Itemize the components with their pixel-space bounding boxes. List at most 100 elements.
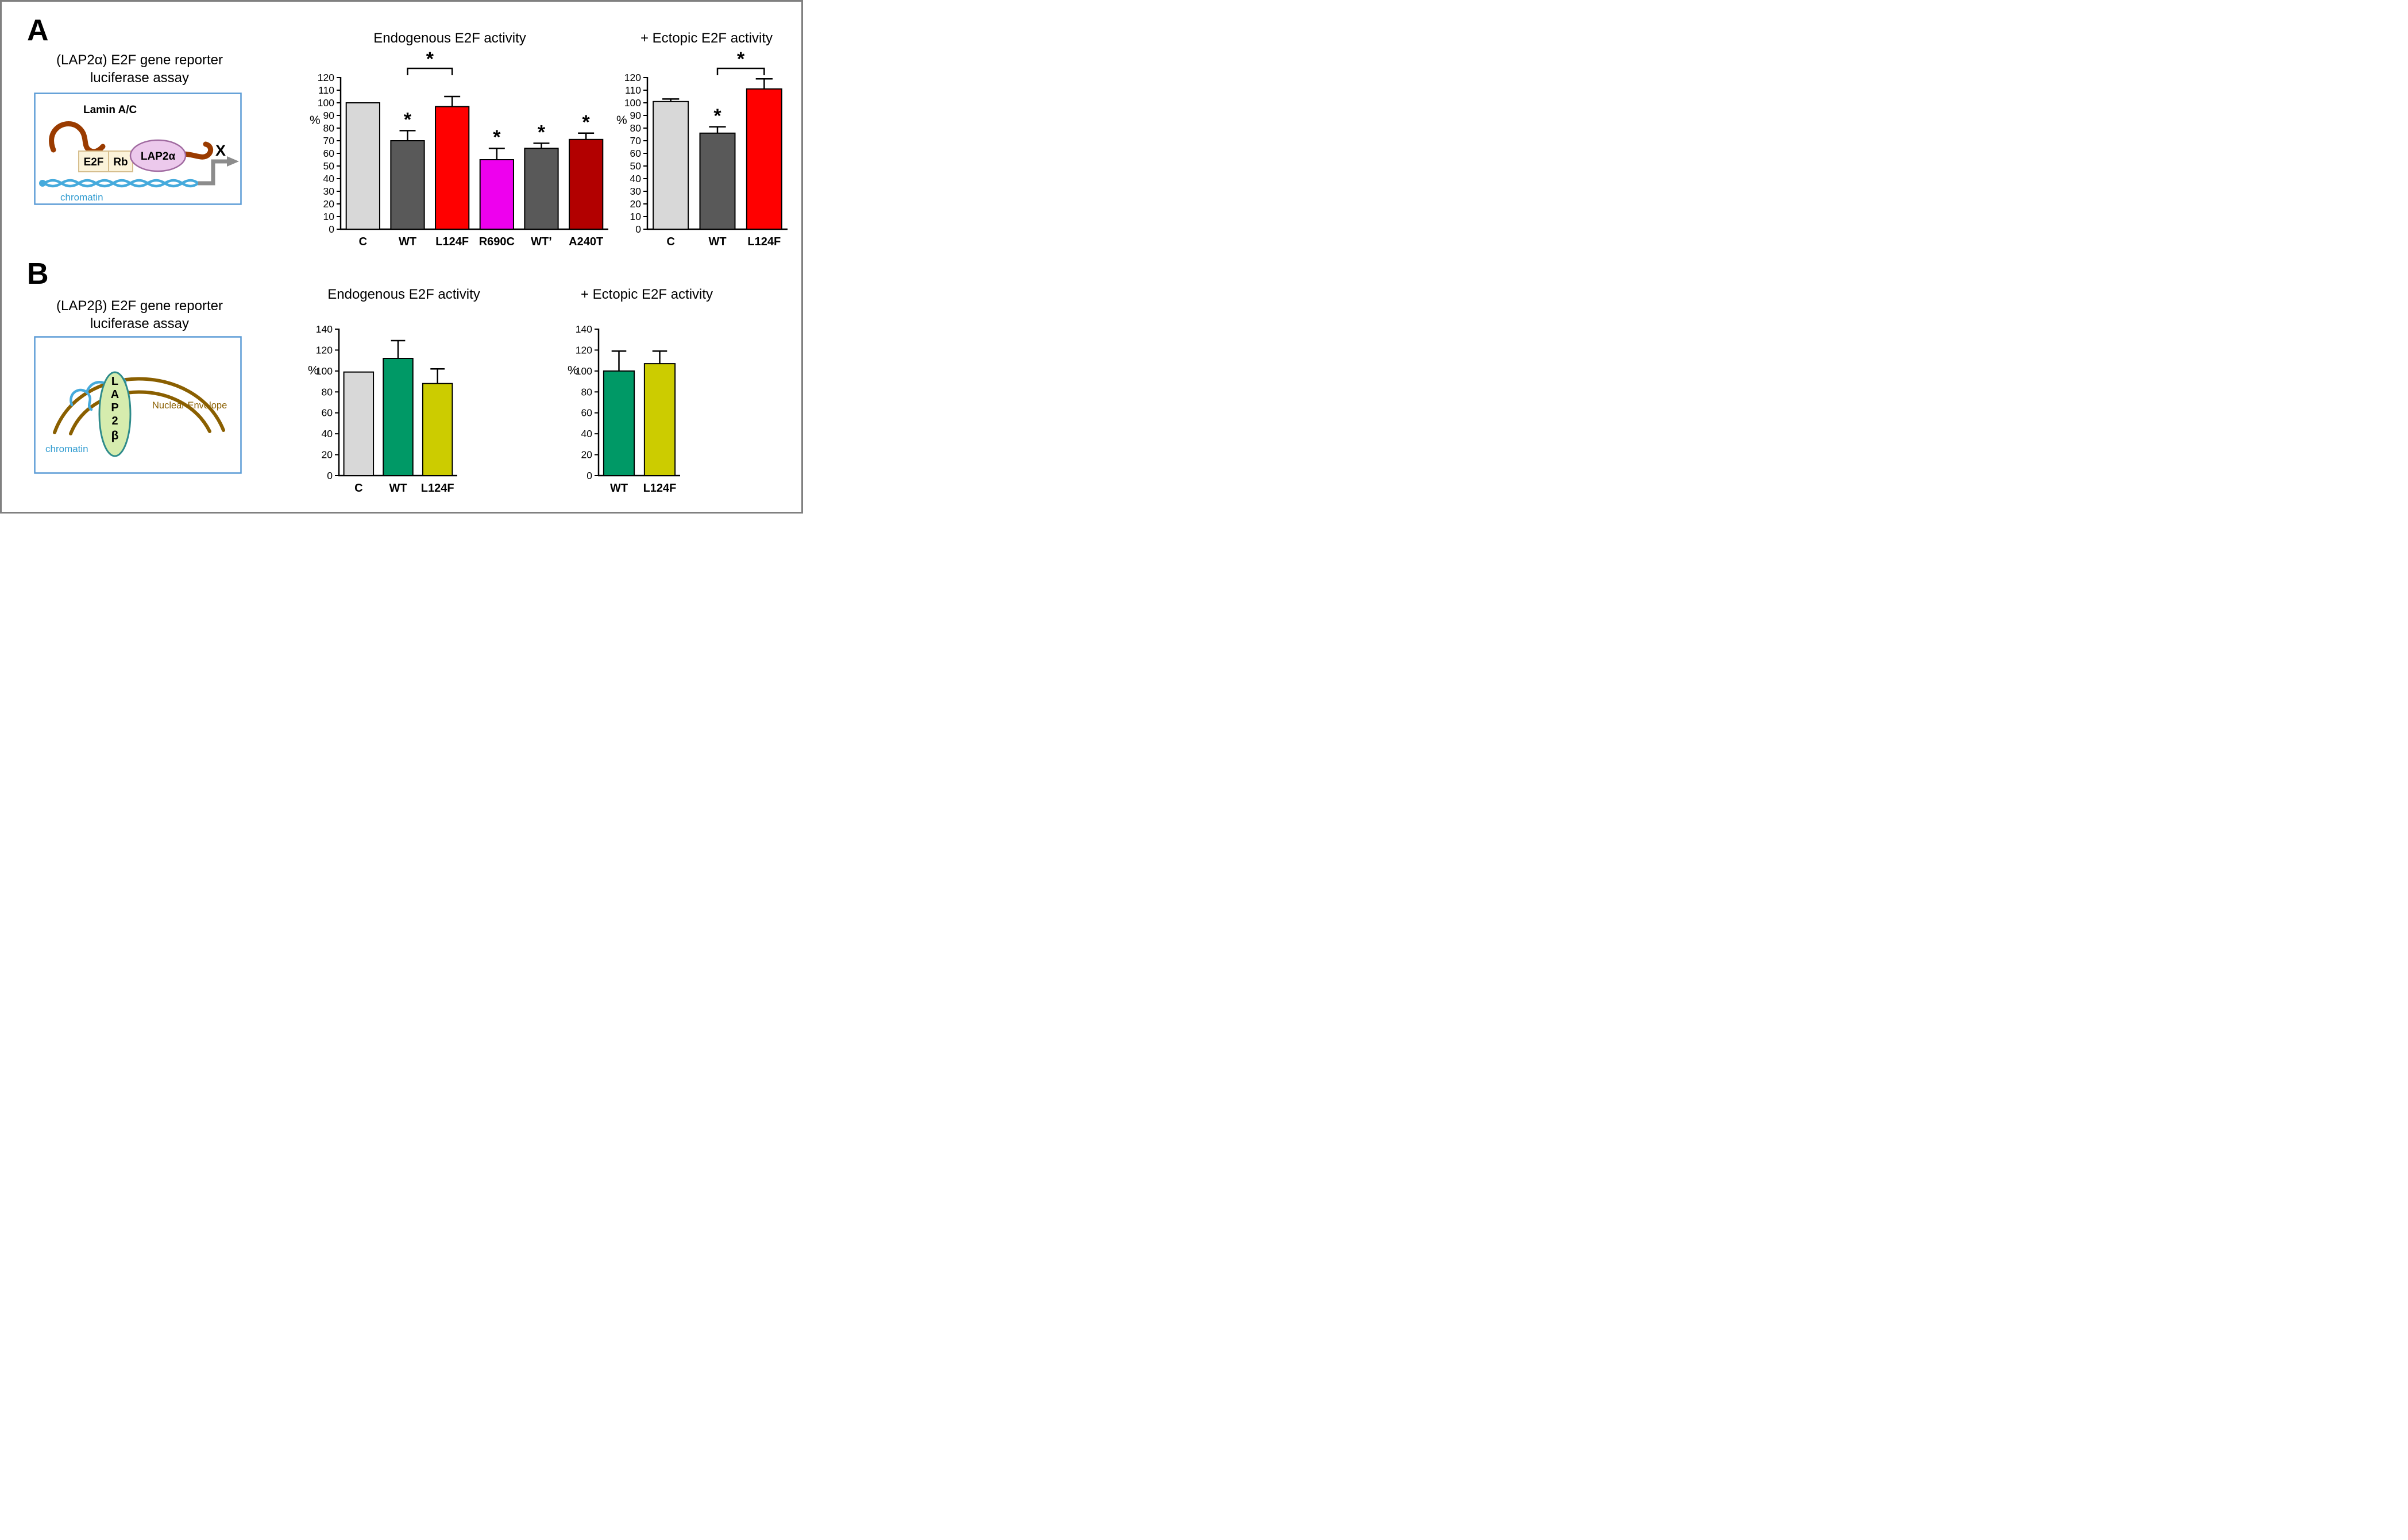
panel-a-caption-line2: luciferase assay xyxy=(90,70,190,86)
x-tick-label: L124F xyxy=(643,482,677,495)
y-tick-label: 100 xyxy=(624,97,641,109)
y-tick-label: 30 xyxy=(630,186,642,197)
x-tick-label: A240T xyxy=(569,236,603,248)
y-tick-label: 120 xyxy=(576,344,592,356)
rb-label: Rb xyxy=(113,156,128,168)
chromatin-label-a: chromatin xyxy=(60,192,103,203)
chart-b-ectopic-title: + Ectopic E2F activity xyxy=(580,287,713,302)
y-tick-label: 120 xyxy=(316,344,333,356)
y-tick-label: 0 xyxy=(329,223,334,235)
significance-asterisk: * xyxy=(404,109,412,130)
significance-asterisk: * xyxy=(538,121,546,143)
panel-b-caption-line1: (LAP2β) E2F gene reporter xyxy=(56,298,223,314)
y-tick-label: 40 xyxy=(581,428,593,439)
significance-asterisk: * xyxy=(493,126,501,148)
y-tick-label: 70 xyxy=(323,135,335,146)
nuclear-envelope-inner xyxy=(69,390,211,435)
chart-a-endogenous: 0 10 20 30 40 50 60 70 80 90 100 110 120% C * WT L124F * R… xyxy=(308,48,613,256)
chart-a-ectopic-title: + Ectopic E2F activity xyxy=(640,30,773,46)
x-tick-label: C xyxy=(359,236,367,248)
panel-a-label: A xyxy=(27,14,49,47)
lap2a-label: LAP2α xyxy=(141,150,176,163)
bar-L124F xyxy=(435,106,470,230)
y-axis-label: % xyxy=(310,114,321,127)
bar-chart-svg: 0 20 40 60 80 100 120 140% WT L124F xyxy=(568,323,680,495)
chromatin-label-b: chromatin xyxy=(45,443,88,454)
y-axis-label: % xyxy=(308,364,319,377)
y-tick-label: 80 xyxy=(630,122,642,134)
lap2b-vertical-label: LAP2 xyxy=(110,375,119,427)
bar-WT xyxy=(383,358,414,476)
y-tick-label: 140 xyxy=(316,323,333,335)
y-tick-label: 100 xyxy=(316,365,333,377)
y-tick-label: 110 xyxy=(318,84,334,96)
y-tick-label: 40 xyxy=(323,173,335,184)
y-tick-label: 80 xyxy=(322,386,333,397)
bar-R690C xyxy=(479,159,514,230)
bar-C xyxy=(343,371,375,476)
y-tick-label: 40 xyxy=(630,173,642,184)
y-tick-label: 120 xyxy=(624,72,641,83)
y-tick-label: 50 xyxy=(630,160,642,172)
y-tick-label: 90 xyxy=(630,110,642,121)
y-tick-label: 140 xyxy=(576,323,592,335)
chart-b-endogenous: 0 20 40 60 80 100 120 140% C WT L124F xyxy=(307,302,462,502)
x-tick-label: L124F xyxy=(747,236,781,248)
y-tick-label: 0 xyxy=(635,223,641,235)
bar-C xyxy=(653,101,689,230)
y-tick-label: 10 xyxy=(630,211,642,222)
x-tick-label: R690C xyxy=(479,236,515,248)
chromatin-end-blob xyxy=(39,180,46,187)
lamin-label: Lamin A/C xyxy=(83,104,137,116)
bar-A240T xyxy=(569,138,604,230)
y-tick-label: 60 xyxy=(323,148,335,159)
x-blocked-label: X xyxy=(215,142,226,159)
bar-C xyxy=(345,102,380,230)
x-tick-label: WT xyxy=(708,236,726,248)
nuclear-envelope-label: Nuclear Envelope xyxy=(152,400,227,411)
chart-b-ectopic: 0 20 40 60 80 100 120 140% WT L124F xyxy=(566,302,685,502)
y-tick-label: 20 xyxy=(323,198,335,210)
figure: A (LAP2α) E2F gene reporter luciferase a… xyxy=(0,0,803,514)
y-tick-label: 120 xyxy=(318,72,334,83)
y-axis-label: % xyxy=(568,364,578,377)
bar-WT’ xyxy=(524,148,559,230)
panel-b-label: B xyxy=(27,257,49,291)
significance-bracket xyxy=(407,67,453,75)
nuclear-envelope-outer xyxy=(53,377,225,434)
y-tick-label: 0 xyxy=(327,470,333,481)
bar-WT xyxy=(390,140,425,230)
bar-L124F xyxy=(422,383,453,476)
y-tick-label: 0 xyxy=(586,470,592,481)
chart-a-ectopic: 0 10 20 30 40 50 60 70 80 90 100 110 120% C * WT L124F * xyxy=(615,48,792,256)
panel-b-caption: (LAP2β) E2F gene reporter luciferase ass… xyxy=(36,297,243,333)
chromatin-strand-1 xyxy=(43,179,200,188)
promoter-arrowhead-icon xyxy=(227,156,239,167)
bar-L124F xyxy=(643,363,676,476)
y-tick-label: 20 xyxy=(630,198,642,210)
x-tick-label: WT xyxy=(389,482,407,495)
y-tick-label: 80 xyxy=(323,122,335,134)
y-tick-label: 40 xyxy=(322,428,333,439)
bar-WT xyxy=(603,370,635,476)
bar-WT xyxy=(699,132,736,230)
panel-a-schematic: Lamin A/C E2F Rb LAP2α X chromatin xyxy=(34,92,242,205)
y-tick-label: 60 xyxy=(581,407,593,419)
x-tick-label: WT xyxy=(399,236,416,248)
y-tick-label: 100 xyxy=(576,365,592,377)
y-tick-label: 20 xyxy=(322,449,333,461)
x-tick-label: C xyxy=(666,236,674,248)
y-tick-label: 110 xyxy=(625,84,641,96)
y-tick-label: 80 xyxy=(581,386,593,397)
panel-a-caption-line1: (LAP2α) E2F gene reporter xyxy=(56,52,223,68)
x-tick-label: L124F xyxy=(435,236,469,248)
bracket-asterisk: * xyxy=(737,48,745,70)
y-tick-label: 60 xyxy=(630,148,642,159)
bar-chart-svg: 0 20 40 60 80 100 120 140% C WT L124F xyxy=(308,323,457,495)
chromatin-strand-2 xyxy=(43,179,200,188)
e2f-label: E2F xyxy=(84,156,104,168)
chart-b-endogenous-title: Endogenous E2F activity xyxy=(327,287,480,302)
y-tick-label: 50 xyxy=(323,160,335,172)
lap2b-ellipse xyxy=(98,371,132,457)
